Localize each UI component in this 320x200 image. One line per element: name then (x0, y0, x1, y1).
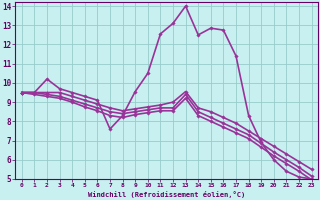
X-axis label: Windchill (Refroidissement éolien,°C): Windchill (Refroidissement éolien,°C) (88, 191, 245, 198)
